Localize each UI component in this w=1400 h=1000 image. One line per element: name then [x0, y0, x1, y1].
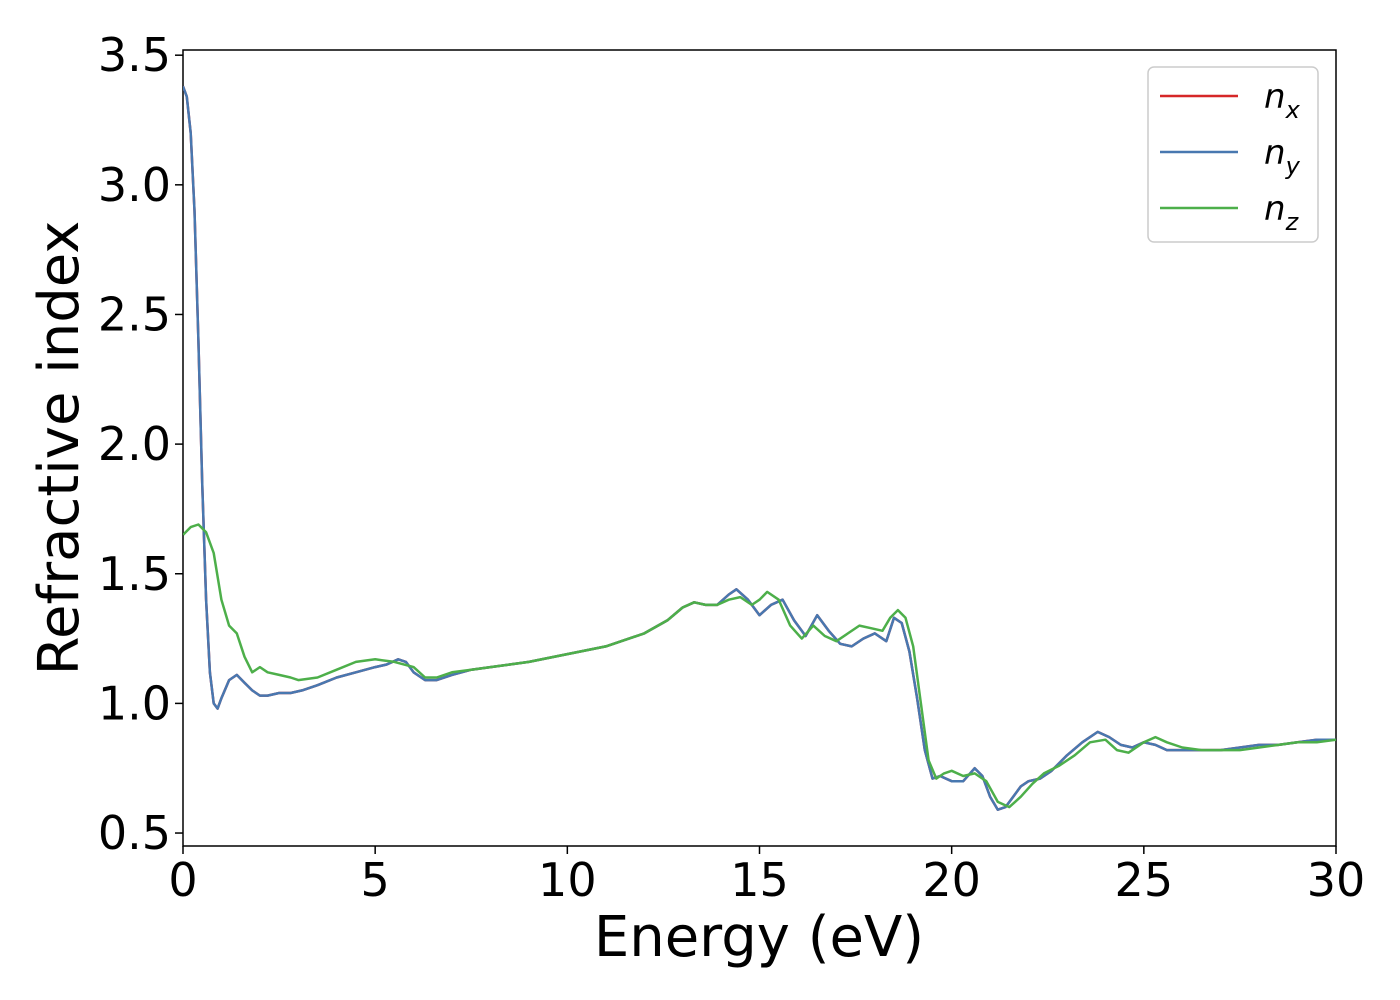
x-axis: 0 5 10 15 20 25 30 [168, 846, 1365, 907]
series-layer [183, 85, 1336, 811]
series-line-n-y [183, 85, 1336, 811]
y-tick-label: 1.0 [98, 676, 171, 730]
x-axis-title: Energy (eV) [594, 905, 924, 970]
series-line-n-z [183, 523, 1336, 809]
legend: nx ny nz [1147, 66, 1319, 243]
legend-label-y: ny [1264, 133, 1301, 180]
y-tick-label: 1.5 [98, 547, 171, 601]
y-axis-title: Refractive index [27, 221, 92, 676]
y-tick-label: 3.5 [98, 28, 171, 82]
legend-label-z: nz [1264, 189, 1300, 236]
y-tick-label: 3.0 [98, 158, 171, 212]
legend-label-x: nx [1264, 77, 1301, 124]
y-axis: 0.5 1.0 1.5 2.0 2.5 3.0 3.5 [98, 28, 183, 860]
x-tick-label: 10 [538, 853, 597, 907]
x-tick-label: 15 [730, 853, 789, 907]
y-tick-label: 0.5 [98, 806, 171, 860]
x-tick-label: 0 [168, 853, 197, 907]
plot-area [182, 49, 1337, 847]
x-tick-label: 20 [922, 853, 981, 907]
legend-box [1147, 66, 1319, 243]
x-tick-label: 25 [1115, 853, 1174, 907]
y-tick-label: 2.0 [98, 417, 171, 471]
x-tick-label: 5 [361, 853, 390, 907]
y-tick-label: 2.5 [98, 287, 171, 341]
x-tick-label: 30 [1307, 853, 1366, 907]
legend-items: nx ny nz [1160, 77, 1301, 236]
plot-frame [182, 49, 1337, 847]
